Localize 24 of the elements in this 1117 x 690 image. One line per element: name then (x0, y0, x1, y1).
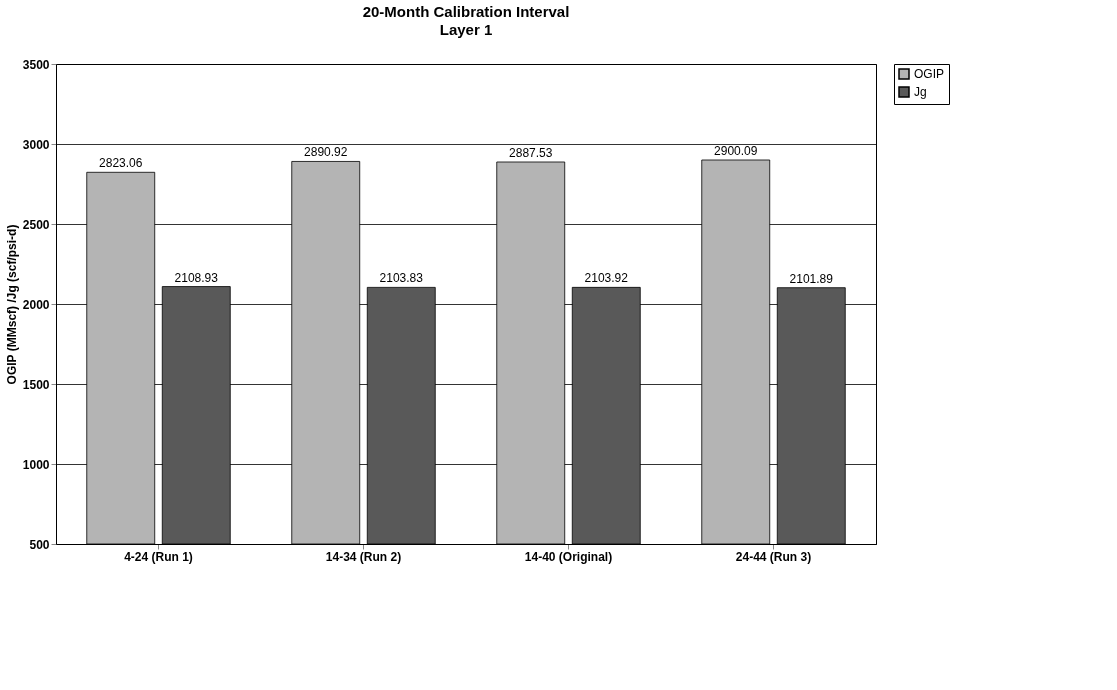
y-axis-title: OGIP (MMscf) /Jg (scf/psi-d) (4, 224, 19, 385)
y-tick-label: 2500 (22, 217, 50, 232)
legend-label: Jg (914, 85, 927, 99)
chart-subtitle: Layer 1 (439, 21, 493, 38)
data-label: 2101.89 (789, 271, 834, 286)
x-tick-label: 14-40 (Original) (524, 549, 613, 564)
y-tick-label: 500 (29, 537, 50, 552)
data-label: 2103.92 (584, 271, 629, 286)
data-label: 2900.09 (714, 143, 758, 158)
x-tick-label: 4-24 (Run 1) (124, 549, 193, 564)
data-label: 2108.93 (174, 270, 219, 285)
data-label: 2887.53 (509, 146, 553, 160)
legend-label: OGIP (914, 67, 945, 81)
data-label: 2890.92 (304, 145, 348, 160)
y-tick-label: 2000 (22, 297, 50, 312)
data-label: 2823.06 (99, 156, 143, 171)
y-tick-label: 3500 (22, 57, 50, 72)
x-tick-label: 14-34 (Run 2) (325, 549, 402, 564)
x-tick-label: 24-44 (Run 3) (735, 549, 812, 564)
y-tick-label: 1500 (22, 377, 50, 392)
y-tick-label: 1000 (22, 457, 50, 472)
data-label: 2103.83 (379, 271, 424, 286)
chart-title: 20-Month Calibration Interval (362, 3, 570, 20)
y-tick-label: 3000 (22, 137, 50, 152)
